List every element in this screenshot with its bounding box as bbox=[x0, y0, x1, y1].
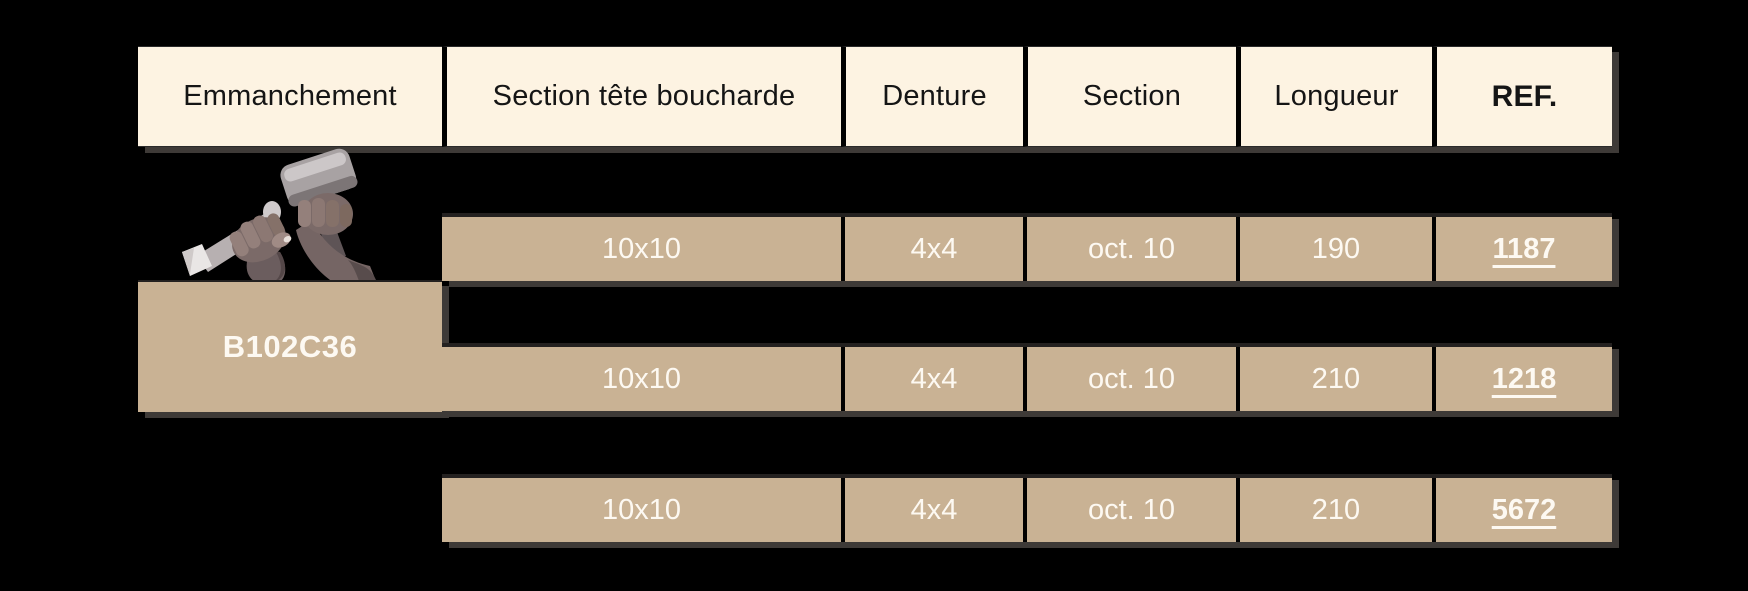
column-header-section-tete-boucharde: Section tête boucharde bbox=[442, 46, 841, 147]
table-header-row: Emmanchement Section tête boucharde Dent… bbox=[138, 46, 1612, 147]
column-header-emmanchement: Emmanchement bbox=[138, 46, 442, 147]
ref-link[interactable]: 1218 bbox=[1491, 362, 1557, 395]
cell-denture: 4x4 bbox=[841, 217, 1023, 281]
table-row: 10x10 4x4 oct. 10 190 1187 bbox=[442, 213, 1612, 281]
ref-link[interactable]: 5672 bbox=[1491, 493, 1557, 526]
column-header-denture: Denture bbox=[841, 46, 1023, 147]
column-header-section: Section bbox=[1023, 46, 1236, 147]
cell-longueur: 210 bbox=[1236, 347, 1432, 411]
cell-ref: 1218 bbox=[1432, 347, 1612, 411]
cell-section: oct. 10 bbox=[1023, 347, 1236, 411]
cell-longueur: 190 bbox=[1236, 217, 1432, 281]
table-row: 10x10 4x4 oct. 10 210 5672 bbox=[442, 474, 1612, 542]
cell-denture: 4x4 bbox=[841, 478, 1023, 542]
cell-section-tete-boucharde: 10x10 bbox=[442, 478, 841, 542]
product-group-cell: B102C36 bbox=[138, 280, 442, 412]
column-header-longueur: Longueur bbox=[1236, 46, 1432, 147]
table-row: 10x10 4x4 oct. 10 210 1218 bbox=[442, 343, 1612, 411]
cell-section-tete-boucharde: 10x10 bbox=[442, 347, 841, 411]
cell-section: oct. 10 bbox=[1023, 478, 1236, 542]
cell-section: oct. 10 bbox=[1023, 217, 1236, 281]
column-header-ref: REF. bbox=[1432, 46, 1612, 147]
cell-ref: 1187 bbox=[1432, 217, 1612, 281]
hands-tools-illustration-icon bbox=[180, 148, 380, 286]
cell-denture: 4x4 bbox=[841, 347, 1023, 411]
cell-ref: 5672 bbox=[1432, 478, 1612, 542]
ref-link[interactable]: 1187 bbox=[1492, 232, 1556, 265]
cell-longueur: 210 bbox=[1236, 478, 1432, 542]
cell-section-tete-boucharde: 10x10 bbox=[442, 217, 841, 281]
